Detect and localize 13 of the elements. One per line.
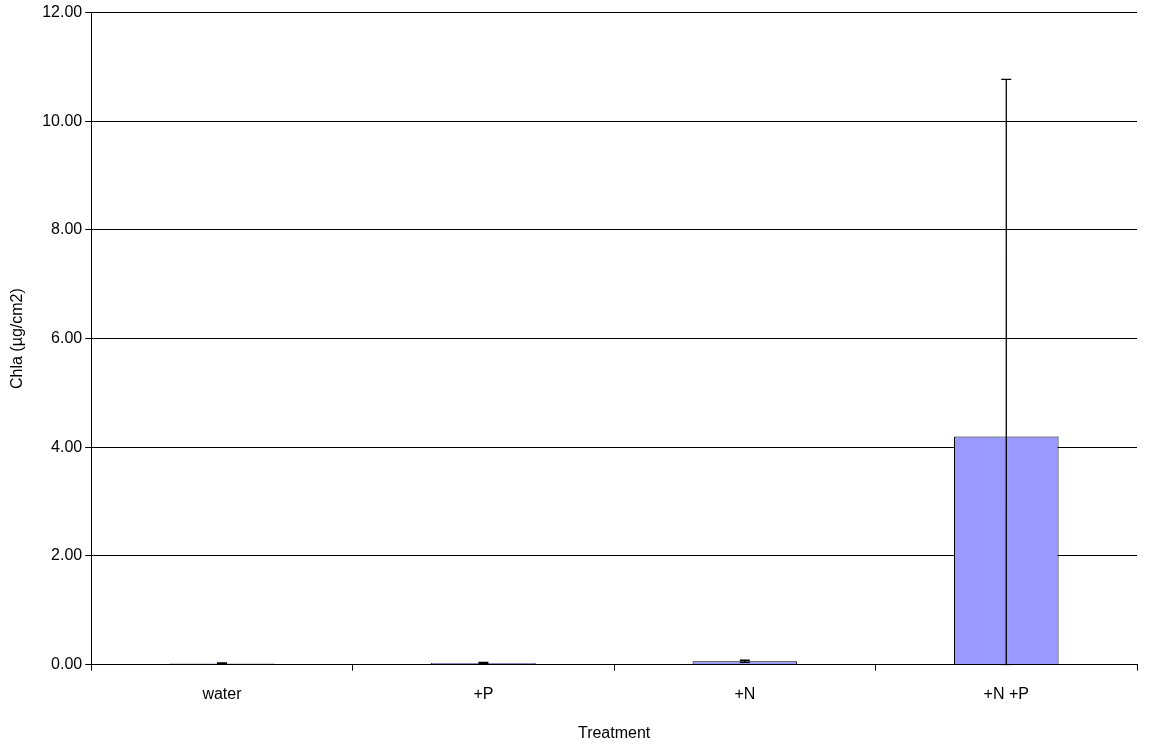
x-tick-label: +N <box>734 684 756 702</box>
x-tick-label: +P <box>473 684 494 702</box>
x-tick-label: +N +P <box>983 684 1029 702</box>
y-tick-label: 4.00 <box>51 437 83 455</box>
y-tick-label: 2.00 <box>51 546 83 564</box>
y-tick-label: 6.00 <box>51 329 83 347</box>
x-tick-label: water <box>201 684 243 702</box>
y-tick-label: 8.00 <box>51 220 83 238</box>
y-axis-title: Chla (µg/cm2) <box>8 288 26 389</box>
y-tick-label: 0.00 <box>51 655 83 673</box>
y-tick-label: 10.00 <box>42 111 83 129</box>
y-tick-label: 12.00 <box>42 3 83 21</box>
x-axis-title: Treatment <box>577 723 651 741</box>
